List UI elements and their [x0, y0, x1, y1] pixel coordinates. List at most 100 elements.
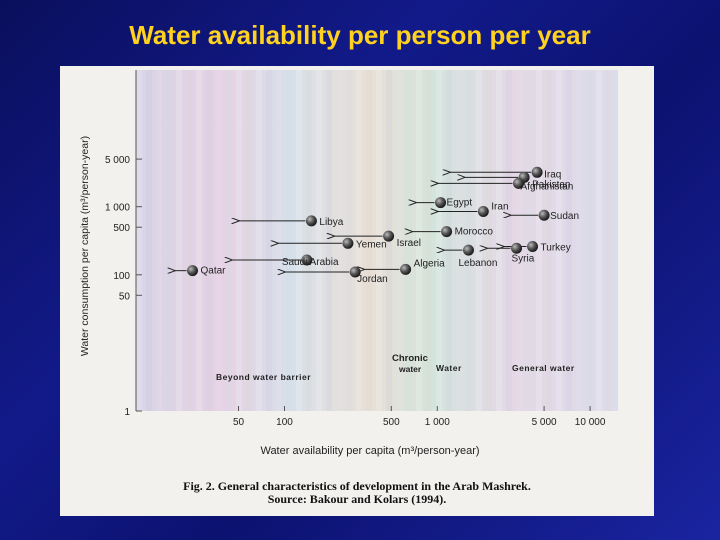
background-band [576, 70, 582, 411]
country-label: Saudi Arabia [282, 257, 339, 268]
country-point [527, 241, 539, 253]
background-band [566, 70, 572, 411]
country-label: Iraq [544, 169, 561, 180]
background-band [546, 70, 552, 411]
background-band [526, 70, 532, 411]
background-band [436, 70, 442, 411]
country-point [349, 266, 361, 278]
background-band [486, 70, 492, 411]
x-ticks: 50 100 500 1 000 5 000 10 000 [233, 406, 606, 428]
country-point [477, 206, 489, 218]
country-label: Algeria [414, 258, 446, 269]
background-band [206, 70, 212, 411]
background-band [226, 70, 232, 411]
y-tick-label: 50 [119, 291, 131, 302]
background-band [236, 70, 242, 411]
background-band [326, 70, 332, 411]
country-label: Pakistan [532, 179, 570, 190]
background-band [166, 70, 172, 411]
background-band [256, 70, 262, 411]
background-band [556, 70, 562, 411]
slide-title: Water availability per person per year [129, 20, 591, 50]
y-tick-label: 100 [113, 271, 130, 282]
country-label: Jordan [357, 274, 388, 285]
x-tick-label: 500 [383, 417, 400, 428]
scatter-chart: 1 50 100 500 1 000 5 000 50 100 500 1 000 5 000 10… [79, 70, 618, 457]
x-tick-label: 10 000 [575, 417, 606, 428]
y-ticks: 1 50 100 500 1 000 5 000 [105, 155, 142, 418]
background-band [336, 70, 342, 411]
background-band [136, 70, 142, 411]
x-tick-label: 1 000 [425, 417, 450, 428]
background-band [366, 70, 372, 411]
x-axis-label: Water availability per capita (m³/person… [260, 445, 479, 457]
background-band [516, 70, 522, 411]
country-point [383, 230, 395, 242]
data-points [187, 166, 550, 278]
y-tick-label: 500 [113, 223, 130, 234]
country-point [187, 265, 199, 277]
zone-label: General water [512, 363, 575, 373]
country-label: Egypt [447, 198, 473, 209]
country-point [462, 244, 474, 256]
x-tick-label: 50 [233, 417, 245, 428]
figure-caption: Fig. 2. General characteristics of devel… [183, 479, 531, 493]
background-band [296, 70, 302, 411]
background-band [216, 70, 222, 411]
background-band [286, 70, 292, 411]
y-tick-label: 1 [124, 407, 130, 418]
background-band [156, 70, 162, 411]
background-band [176, 70, 182, 411]
country-label: Israel [397, 238, 421, 249]
background-band [276, 70, 282, 411]
y-axis-label: Water consumption per capita (m³/person-… [79, 136, 91, 356]
background-band [406, 70, 412, 411]
zone-label: Water [436, 363, 462, 373]
country-point [301, 254, 313, 266]
background-band [456, 70, 462, 411]
country-label: Sudan [550, 211, 579, 222]
background-band [356, 70, 362, 411]
country-point [511, 242, 523, 254]
country-point [400, 263, 412, 275]
background-band [466, 70, 472, 411]
background-band [496, 70, 502, 411]
country-label: Yemen [356, 239, 387, 250]
arrows [174, 172, 539, 272]
x-tick-label: 100 [276, 417, 293, 428]
background-band [196, 70, 202, 411]
background-band [426, 70, 432, 411]
background-band [306, 70, 312, 411]
background-band [606, 70, 612, 411]
background-band [596, 70, 602, 411]
figure-source: Source: Bakour and Kolars (1994). [267, 492, 447, 506]
background-band [476, 70, 482, 411]
zone-label: water [398, 364, 422, 374]
background-band [396, 70, 402, 411]
country-point [305, 215, 317, 227]
country-label: Syria [512, 253, 535, 264]
background-band [416, 70, 422, 411]
country-point [531, 166, 543, 178]
country-label: Turkey [541, 243, 571, 254]
x-tick-label: 5 000 [532, 417, 557, 428]
background-band [246, 70, 252, 411]
background-band [376, 70, 382, 411]
country-point [538, 209, 550, 221]
background-band [506, 70, 512, 411]
country-point [441, 226, 453, 238]
background-band [316, 70, 322, 411]
country-label: Iran [491, 202, 508, 213]
country-label: Morocco [455, 227, 494, 238]
y-tick-label: 5 000 [105, 155, 130, 166]
background-band [266, 70, 272, 411]
zone-label: Chronic [392, 353, 428, 364]
plot-background [136, 70, 618, 411]
figure-panel: 1 50 100 500 1 000 5 000 50 100 500 1 000 5 000 10… [60, 66, 654, 516]
country-label: Lebanon [458, 258, 497, 269]
zone-label: Beyond water barrier [216, 372, 311, 382]
y-tick-label: 1 000 [105, 203, 130, 214]
country-point [435, 197, 447, 209]
